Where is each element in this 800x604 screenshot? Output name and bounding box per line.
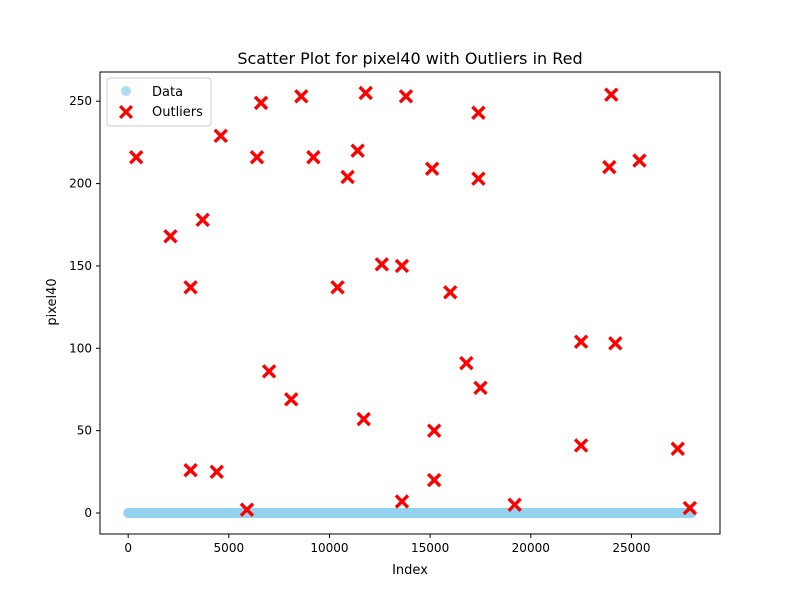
x-tick-label: 0 xyxy=(124,541,132,555)
outlier-point xyxy=(294,89,309,104)
outlier-point xyxy=(261,364,277,379)
outlier-point xyxy=(459,355,474,371)
outlier-point xyxy=(163,229,178,244)
y-tick-label: 150 xyxy=(69,259,92,273)
outlier-layer xyxy=(129,85,698,517)
outlier-point xyxy=(183,462,198,478)
legend-data-label: Data xyxy=(152,85,183,100)
axes-layer: 0 5000 10000 15000 20000 25000 0 50 100 150 200 250 xyxy=(69,71,721,555)
y-axis-label: pixel40 xyxy=(45,278,60,325)
outlier-point xyxy=(253,95,269,111)
outlier-point xyxy=(426,423,442,438)
y-tick-label: 0 xyxy=(84,506,92,520)
x-tick-label: 15000 xyxy=(411,541,449,555)
plot-frame xyxy=(99,71,721,535)
outlier-point xyxy=(426,472,442,488)
outlier-point xyxy=(195,212,210,228)
outlier-point xyxy=(471,171,486,186)
legend-box xyxy=(106,77,212,127)
outlier-point xyxy=(350,143,365,158)
y-tick-label: 250 xyxy=(69,94,92,108)
x-tick-label: 25000 xyxy=(612,541,650,555)
outlier-point xyxy=(682,500,698,516)
outlier-point xyxy=(604,87,619,102)
outlier-point xyxy=(398,89,414,104)
outlier-point xyxy=(239,502,255,517)
legend-data-marker xyxy=(121,86,131,96)
legend-outliers-label: Outliers xyxy=(152,105,203,120)
chart-title: Scatter Plot for pixel40 with Outliers i… xyxy=(237,49,582,68)
outlier-point xyxy=(356,411,371,427)
outlier-point xyxy=(507,497,522,512)
y-tick-label: 100 xyxy=(69,341,92,355)
outlier-point xyxy=(424,161,440,176)
outlier-point xyxy=(129,150,144,165)
outlier-point xyxy=(209,464,224,480)
outlier-point xyxy=(284,392,299,407)
x-axis-label: Index xyxy=(392,563,428,578)
outlier-point xyxy=(473,380,488,396)
outlier-point xyxy=(330,280,345,295)
y-tick-label: 200 xyxy=(69,177,92,191)
x-tick-label: 20000 xyxy=(512,541,550,555)
outlier-point xyxy=(608,336,623,351)
outlier-point xyxy=(573,334,589,349)
outlier-point xyxy=(602,159,617,175)
outlier-point xyxy=(394,494,410,509)
y-tick-label: 50 xyxy=(77,424,92,438)
outlier-point xyxy=(443,285,458,300)
outlier-point xyxy=(573,438,589,453)
outlier-point xyxy=(358,85,373,101)
outlier-point xyxy=(471,105,486,120)
outlier-point xyxy=(306,150,321,165)
outlier-point xyxy=(249,150,265,165)
outlier-point xyxy=(670,441,685,456)
outlier-point xyxy=(183,280,198,295)
outlier-point xyxy=(632,153,647,168)
legend: Data Outliers xyxy=(106,77,212,127)
outlier-point xyxy=(394,258,410,274)
outlier-point xyxy=(213,128,228,144)
outlier-point xyxy=(340,169,355,185)
x-tick-label: 10000 xyxy=(310,541,348,555)
outlier-point xyxy=(374,257,390,272)
x-tick-label: 5000 xyxy=(214,541,245,555)
legend-outlier-marker xyxy=(119,105,133,119)
